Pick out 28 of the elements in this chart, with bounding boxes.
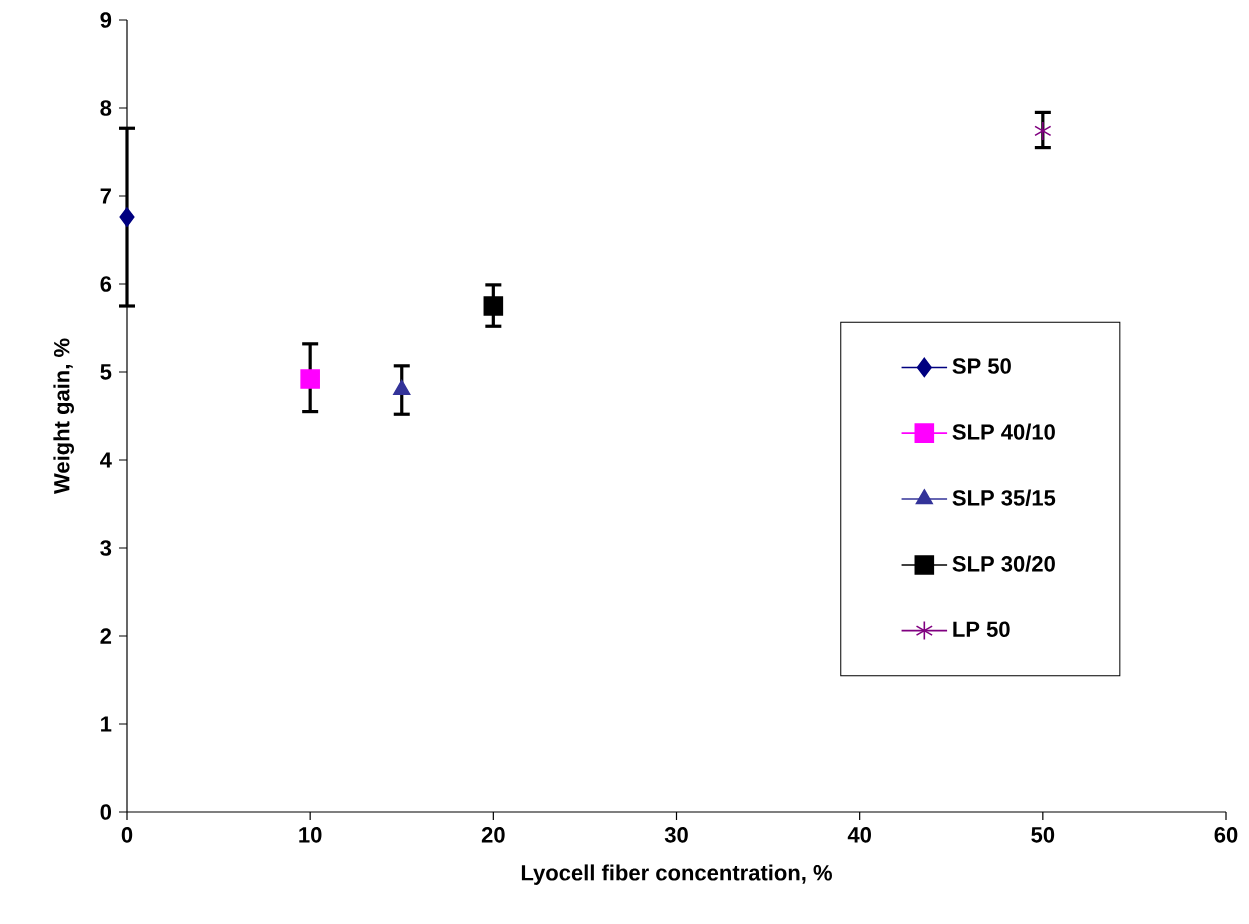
x-tick-label: 50 — [1031, 827, 1055, 843]
y-tick-label: 9 — [100, 12, 112, 28]
x-tick-label: 30 — [664, 827, 688, 843]
x-tick-label: 60 — [1214, 827, 1238, 843]
legend-label: LP 50 — [953, 621, 1010, 638]
x-axis-title: Lyocell fiber concentration, % — [521, 864, 832, 885]
y-tick-label: 6 — [100, 276, 112, 292]
point — [483, 296, 504, 316]
legend-label: SLP 30/20 — [952, 555, 1055, 572]
x-tick-label: 0 — [121, 827, 133, 843]
y-tick-label: 3 — [100, 540, 112, 556]
point — [1034, 121, 1052, 141]
y-tick-label: 4 — [100, 452, 112, 468]
x-tick-label: 10 — [299, 827, 322, 843]
y-tick-label: 7 — [100, 188, 111, 204]
legend-label: SP 50 — [952, 358, 1011, 374]
y-tick-label: 1 — [101, 716, 112, 732]
x-tick-label: 40 — [847, 827, 871, 843]
y-tick-label: 5 — [100, 364, 112, 380]
y-tick-label: 8 — [100, 100, 112, 116]
y-tick-label: 0 — [100, 804, 112, 820]
point — [300, 369, 320, 389]
y-axis-title: Weight gain, % — [53, 338, 74, 494]
point — [119, 207, 135, 227]
legend-label: SLP 35/15 — [952, 489, 1056, 506]
y-tick-label: 2 — [100, 628, 112, 644]
x-tick-label: 20 — [481, 827, 505, 843]
legend-label: SLP 40/10 — [952, 423, 1055, 440]
